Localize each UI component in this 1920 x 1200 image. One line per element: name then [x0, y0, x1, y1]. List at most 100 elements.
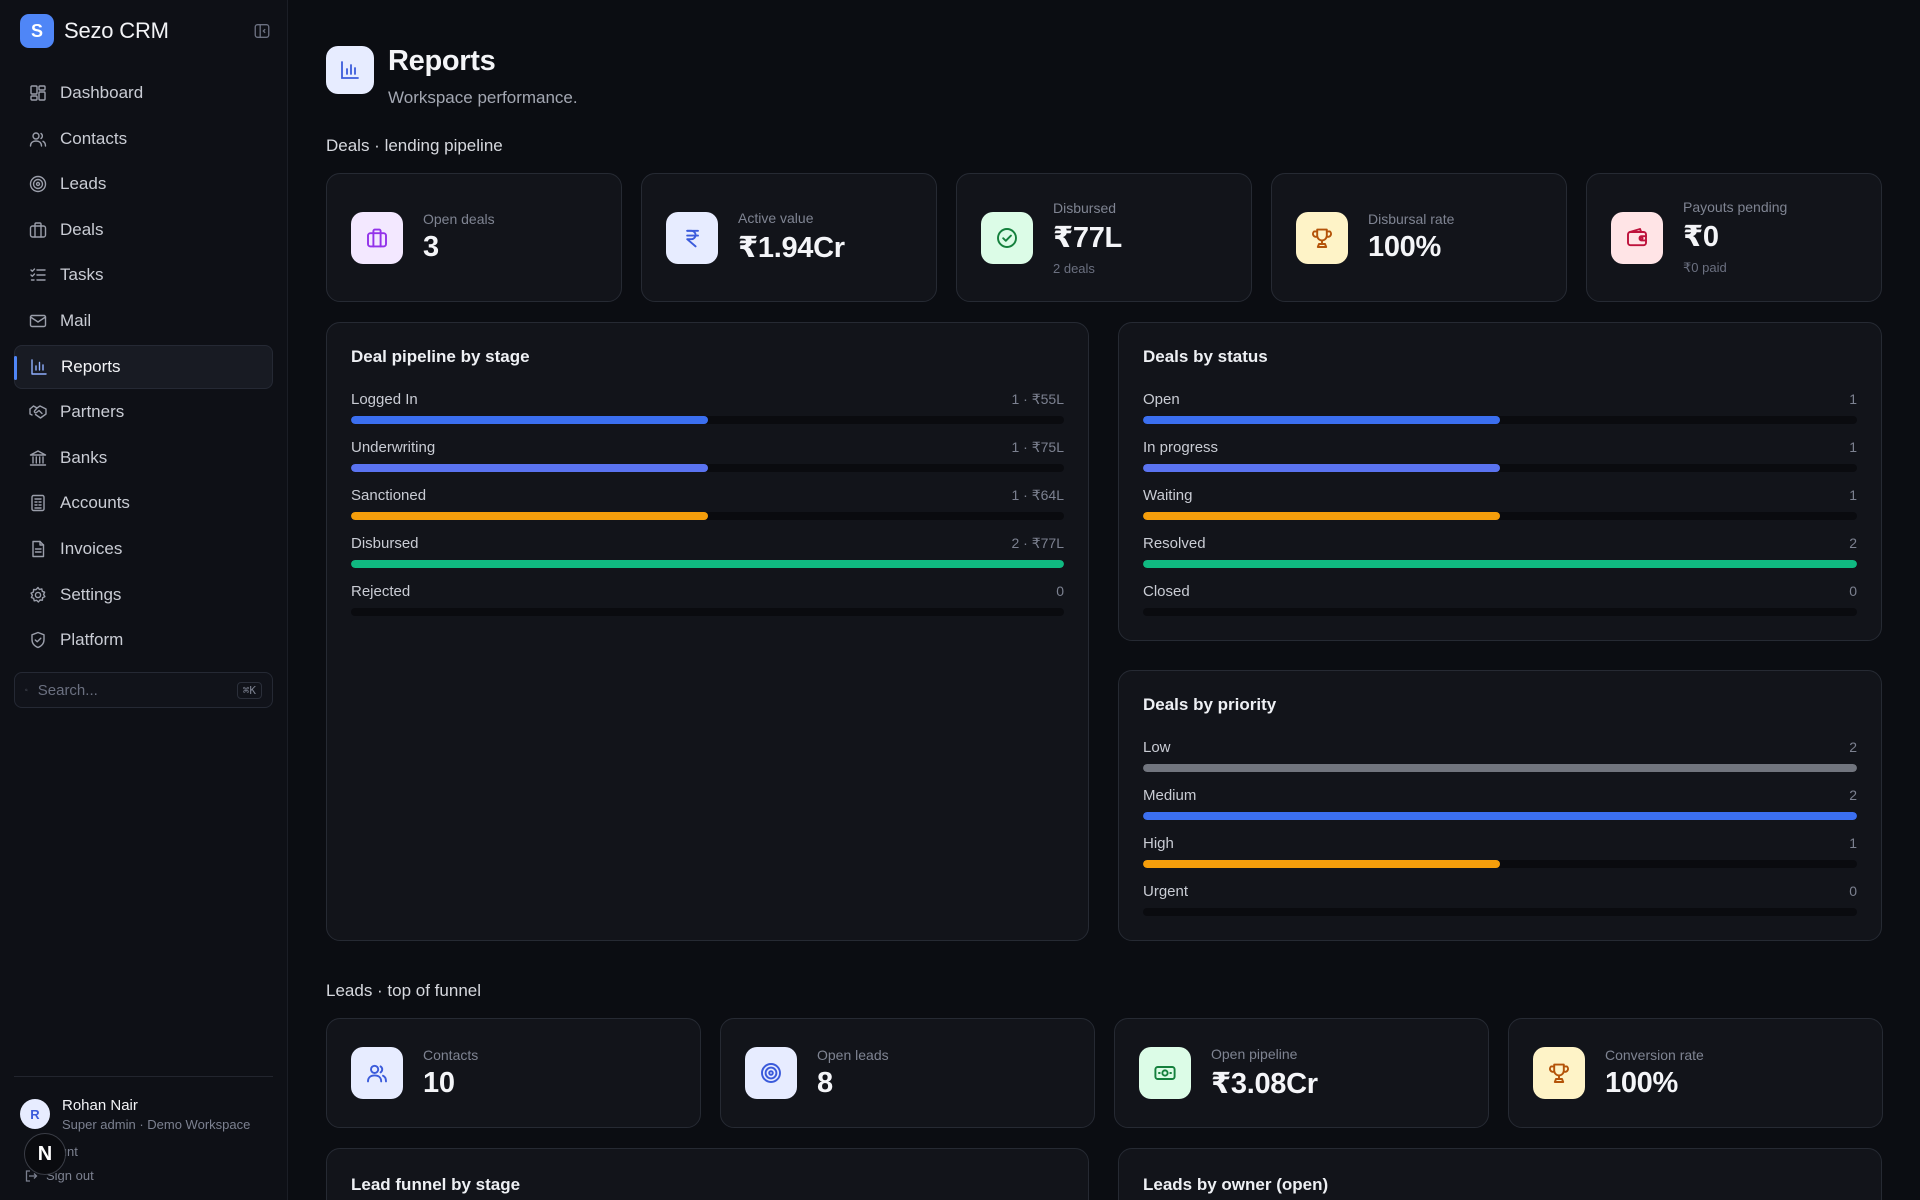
bar-count: 2 · ₹77L — [1011, 535, 1065, 551]
sign-out-label: Sign out — [46, 1168, 94, 1183]
stat-icon-badge — [1533, 1047, 1585, 1099]
panel-title: Deals by status — [1143, 347, 1268, 366]
sidebar-item-accounts[interactable]: Accounts — [14, 481, 273, 525]
bar-label: Waiting — [1143, 487, 1193, 504]
bar-label: Resolved — [1143, 535, 1206, 552]
sidebar-item-label: Partners — [60, 402, 125, 422]
bar-label: Low — [1143, 739, 1171, 756]
stat-label: Disbursed — [1053, 199, 1117, 216]
sidebar-item-label: Contacts — [60, 128, 128, 148]
stat-icon-badge — [981, 211, 1033, 264]
stat-value: ₹77L — [1053, 221, 1122, 254]
stat-icon-badge — [666, 211, 718, 264]
logout-icon — [25, 1169, 38, 1182]
check-circle-icon — [997, 227, 1017, 248]
sidebar-divider — [14, 1076, 273, 1077]
sidebar-item-tasks[interactable]: Tasks — [14, 253, 273, 297]
sidebar-item-banks[interactable]: Banks — [14, 436, 273, 480]
bar-chart-icon — [326, 46, 374, 94]
sidebar-nav: Dashboard Contacts Leads Deals Tasks Mail Repo… — [14, 71, 273, 664]
sidebar-item-mail[interactable]: Mail — [14, 299, 273, 343]
sidebar-item-label: Tasks — [60, 265, 104, 285]
sidebar-item-leads[interactable]: Leads — [14, 162, 273, 206]
handshake-icon — [29, 405, 47, 419]
brand: S Sezo CRM — [20, 14, 272, 48]
bar-row-high: High 1 — [1143, 835, 1857, 883]
sidebar-item-invoices[interactable]: Invoices — [14, 527, 273, 571]
stat-label: Open deals — [423, 211, 495, 227]
bar-row-resolved: Resolved 2 — [1143, 535, 1857, 583]
bar-label: Open — [1143, 391, 1180, 408]
search-box[interactable]: ⌘K — [14, 672, 273, 708]
stat-card-disbursal-rate: Disbursal rate 100% — [1271, 173, 1567, 302]
sidebar-item-deals[interactable]: Deals — [14, 208, 273, 252]
stat-icon-badge — [351, 211, 403, 264]
page-header: Reports Workspace performance. — [326, 45, 578, 108]
bar-label: Sanctioned — [351, 487, 427, 504]
bar-count: 0 — [1056, 583, 1064, 599]
bar-label: Disbursed — [351, 535, 419, 552]
panel-title: Deal pipeline by stage — [351, 347, 530, 366]
invoice-icon — [32, 540, 45, 558]
user-role: Super admin · Demo Workspace — [62, 1116, 251, 1132]
avatar: R — [20, 1099, 50, 1129]
bar-row-rejected: Rejected 0 — [351, 583, 1064, 631]
stat-card-open-deals: Open deals 3 — [326, 173, 622, 302]
sidebar-toggle-icon[interactable] — [252, 21, 272, 41]
bar-row-sanctioned: Sanctioned 1 · ₹64L — [351, 487, 1064, 535]
page-title: Reports — [388, 45, 496, 77]
bar-fill — [1143, 464, 1500, 472]
stat-icon-badge — [1296, 211, 1348, 264]
gear-icon — [30, 586, 46, 603]
target-icon — [761, 1063, 781, 1083]
bar-label: Closed — [1143, 583, 1190, 600]
leads-section-title: Leads · top of funnel — [326, 981, 482, 1000]
bar-count: 1 — [1849, 439, 1857, 455]
bar-row-underwriting: Underwriting 1 · ₹75L — [351, 439, 1064, 487]
leads-by-owner-panel: Leads by owner (open) — [1118, 1148, 1882, 1200]
sidebar-item-contacts[interactable]: Contacts — [14, 117, 273, 161]
user-profile[interactable]: R Rohan Nair Super admin · Demo Workspac… — [20, 1094, 273, 1134]
priority-bars: Low 2 Medium 2 High 1 Urgent 0 — [1143, 739, 1857, 931]
sidebar-item-label: Platform — [60, 630, 124, 650]
sidebar-item-partners[interactable]: Partners — [14, 390, 273, 434]
sidebar-item-dashboard[interactable]: Dashboard — [14, 71, 273, 115]
lead-funnel-panel: Lead funnel by stage — [326, 1148, 1089, 1200]
sidebar-item-platform[interactable]: Platform — [14, 618, 273, 662]
search-shortcut: ⌘K — [236, 681, 262, 699]
bar-count: 0 — [1849, 883, 1857, 899]
bar-track — [351, 416, 1064, 424]
bar-label: Underwriting — [351, 439, 436, 456]
deals-by-priority-panel: Deals by priority Low 2 Medium 2 High 1 Urgent… — [1118, 670, 1882, 941]
bar-track — [1143, 512, 1857, 520]
deals-by-status-panel: Deals by status Open 1 In progress 1 Waiting… — [1118, 322, 1882, 641]
bar-track — [1143, 416, 1857, 424]
search-input[interactable] — [37, 681, 237, 699]
stat-label: Active value — [738, 210, 814, 226]
bar-row-disbursed: Disbursed 2 · ₹77L — [351, 535, 1064, 583]
bar-count: 2 — [1849, 787, 1857, 803]
sidebar-item-label: Dashboard — [60, 83, 144, 102]
bar-fill — [351, 560, 1064, 568]
sidebar: S Sezo CRM Dashboard Contacts Leads Deals Ta… — [0, 0, 288, 1200]
bar-fill — [1143, 560, 1857, 568]
stat-sub: ₹0 paid — [1683, 260, 1727, 275]
dev-badge[interactable]: N — [24, 1133, 66, 1175]
sign-out-link[interactable]: Sign out — [24, 1168, 94, 1183]
panel-title: Lead funnel by stage — [351, 1175, 521, 1194]
stat-value: ₹3.08Cr — [1211, 1067, 1318, 1100]
bar-track — [1143, 464, 1857, 472]
deal-pipeline-panel: Deal pipeline by stage Logged In 1 · ₹55L… — [326, 322, 1089, 941]
sidebar-item-label: Reports — [61, 356, 121, 376]
app-logo[interactable]: S — [20, 14, 54, 48]
sidebar-item-settings[interactable]: Settings — [14, 573, 273, 617]
sidebar-item-reports[interactable]: Reports — [14, 344, 273, 389]
stat-value: 100% — [1368, 231, 1441, 263]
shield-icon — [31, 631, 45, 649]
bar-fill — [1143, 416, 1500, 424]
banknote-icon — [1154, 1066, 1176, 1080]
sidebar-item-label: Settings — [60, 584, 122, 604]
bar-row-urgent: Urgent 0 — [1143, 883, 1857, 931]
dashboard-icon — [30, 85, 46, 101]
bar-track — [1143, 764, 1857, 772]
